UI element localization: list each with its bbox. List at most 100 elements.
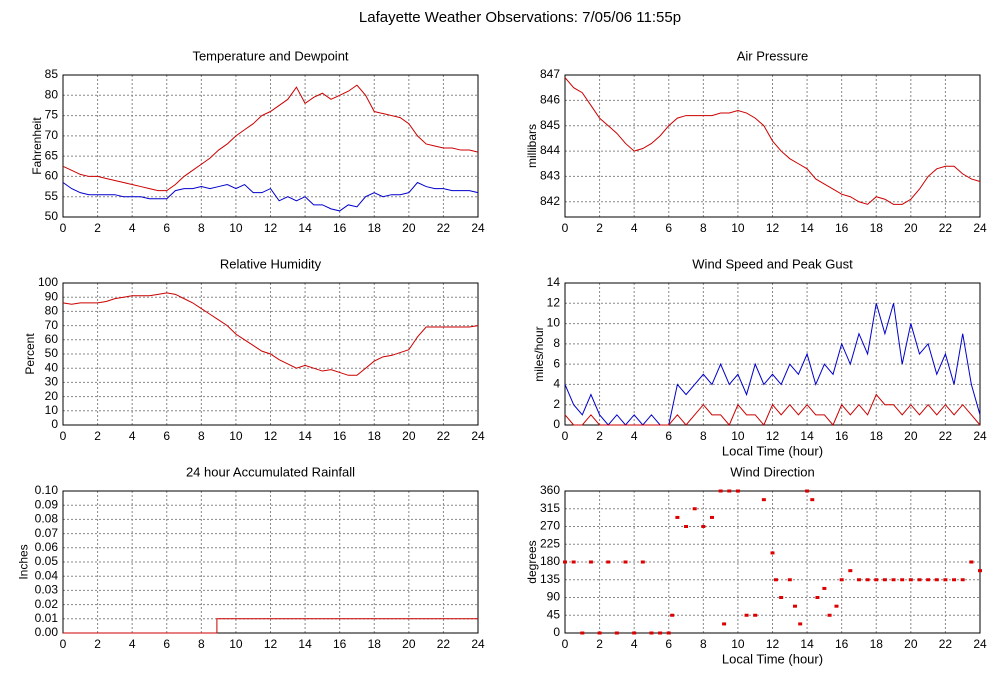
y-axis-label: degrees (525, 540, 539, 583)
data-point (597, 631, 602, 635)
data-point (753, 613, 758, 617)
plot-frame (564, 74, 981, 218)
y-tick-label: 2 (553, 397, 560, 411)
y-tick-label: 845 (540, 118, 560, 132)
y-tick-label: 20 (45, 389, 59, 403)
x-tick-label: 18 (870, 637, 884, 651)
panel-title: Relative Humidity (220, 256, 322, 271)
data-point (623, 560, 628, 564)
y-tick-label: 360 (540, 483, 560, 497)
x-tick-label: 24 (471, 221, 485, 235)
data-point (969, 560, 974, 564)
data-point (952, 578, 957, 582)
data-point (770, 551, 775, 555)
x-tick-label: 10 (731, 429, 745, 443)
y-tick-label: 80 (45, 87, 59, 101)
x-tick-label: 22 (437, 221, 451, 235)
panel: 24 hour Accumulated Rainfall 0.000.010.02… (16, 464, 485, 651)
y-tick-label: 75 (45, 108, 59, 122)
data-point (761, 498, 766, 502)
data-point (787, 578, 792, 582)
y-tick-label: 100 (38, 275, 58, 289)
x-tick-label: 22 (939, 429, 953, 443)
x-tick-label: 8 (198, 429, 205, 443)
plot-frame (62, 282, 479, 426)
y-tick-label: 30 (45, 375, 59, 389)
data-point (805, 489, 810, 493)
x-axis-label: Local Time (hour) (722, 443, 823, 458)
x-tick-label: 16 (835, 429, 849, 443)
x-tick-label: 8 (198, 221, 205, 235)
y-tick-label: 225 (540, 536, 560, 550)
y-tick-label: 0.10 (35, 483, 59, 497)
y-tick-label: 0.04 (35, 568, 59, 582)
x-tick-label: 20 (402, 429, 416, 443)
x-tick-label: 12 (766, 221, 780, 235)
y-tick-label: 50 (45, 346, 59, 360)
y-tick-label: 315 (540, 501, 560, 515)
data-point (563, 560, 567, 564)
data-point (815, 596, 820, 599)
plot-frame (62, 490, 479, 634)
y-tick-label: 70 (45, 128, 59, 142)
y-tick-label: 0.06 (35, 540, 59, 554)
y-tick-label: 45 (547, 607, 561, 621)
x-tick-label: 20 (402, 221, 416, 235)
x-tick-label: 16 (333, 637, 347, 651)
data-point (827, 613, 832, 617)
data-point (709, 515, 714, 519)
data-point (580, 631, 585, 635)
y-axis-label: Percent (23, 333, 37, 375)
x-tick-label: 18 (368, 637, 382, 651)
x-tick-label: 8 (198, 637, 205, 651)
data-point (658, 631, 663, 635)
x-tick-label: 4 (631, 429, 638, 443)
y-tick-label: 0.02 (35, 597, 59, 611)
data-line (62, 292, 479, 376)
y-tick-label: 8 (553, 336, 560, 350)
data-point (666, 631, 671, 635)
data-point (798, 622, 803, 626)
data-point (692, 507, 697, 511)
y-tick-label: 90 (547, 590, 561, 604)
data-point (722, 622, 727, 626)
x-tick-label: 20 (904, 637, 918, 651)
x-tick-label: 2 (94, 429, 101, 443)
data-point (908, 578, 913, 582)
x-tick-label: 2 (596, 429, 603, 443)
y-tick-label: 844 (540, 143, 560, 157)
y-tick-label: 85 (45, 67, 59, 81)
x-tick-label: 24 (471, 429, 485, 443)
data-point (891, 578, 896, 582)
data-line (564, 393, 981, 426)
x-axis-label: Local Time (hour) (722, 651, 823, 666)
y-tick-label: 847 (540, 67, 560, 81)
x-tick-label: 16 (333, 429, 347, 443)
y-axis-label: millibars (525, 124, 539, 168)
x-tick-label: 16 (835, 637, 849, 651)
data-point (848, 569, 853, 573)
y-tick-label: 55 (45, 189, 59, 203)
data-point (810, 498, 815, 502)
data-point (943, 578, 948, 582)
data-line (62, 181, 479, 212)
x-tick-label: 20 (904, 221, 918, 235)
x-tick-label: 6 (665, 429, 672, 443)
data-point (926, 578, 931, 582)
y-tick-label: 842 (540, 194, 560, 208)
data-point (856, 578, 861, 582)
data-point (792, 604, 797, 608)
data-point (606, 560, 611, 564)
y-tick-label: 70 (45, 318, 59, 332)
data-point (960, 578, 965, 582)
data-point (701, 525, 706, 528)
data-point (571, 560, 576, 564)
y-tick-label: 843 (540, 169, 560, 183)
page-title: Lafayette Weather Observations: 7/05/06 … (359, 9, 681, 26)
x-tick-label: 20 (904, 429, 918, 443)
y-tick-label: 4 (553, 377, 560, 391)
y-tick-label: 0.08 (35, 512, 59, 526)
